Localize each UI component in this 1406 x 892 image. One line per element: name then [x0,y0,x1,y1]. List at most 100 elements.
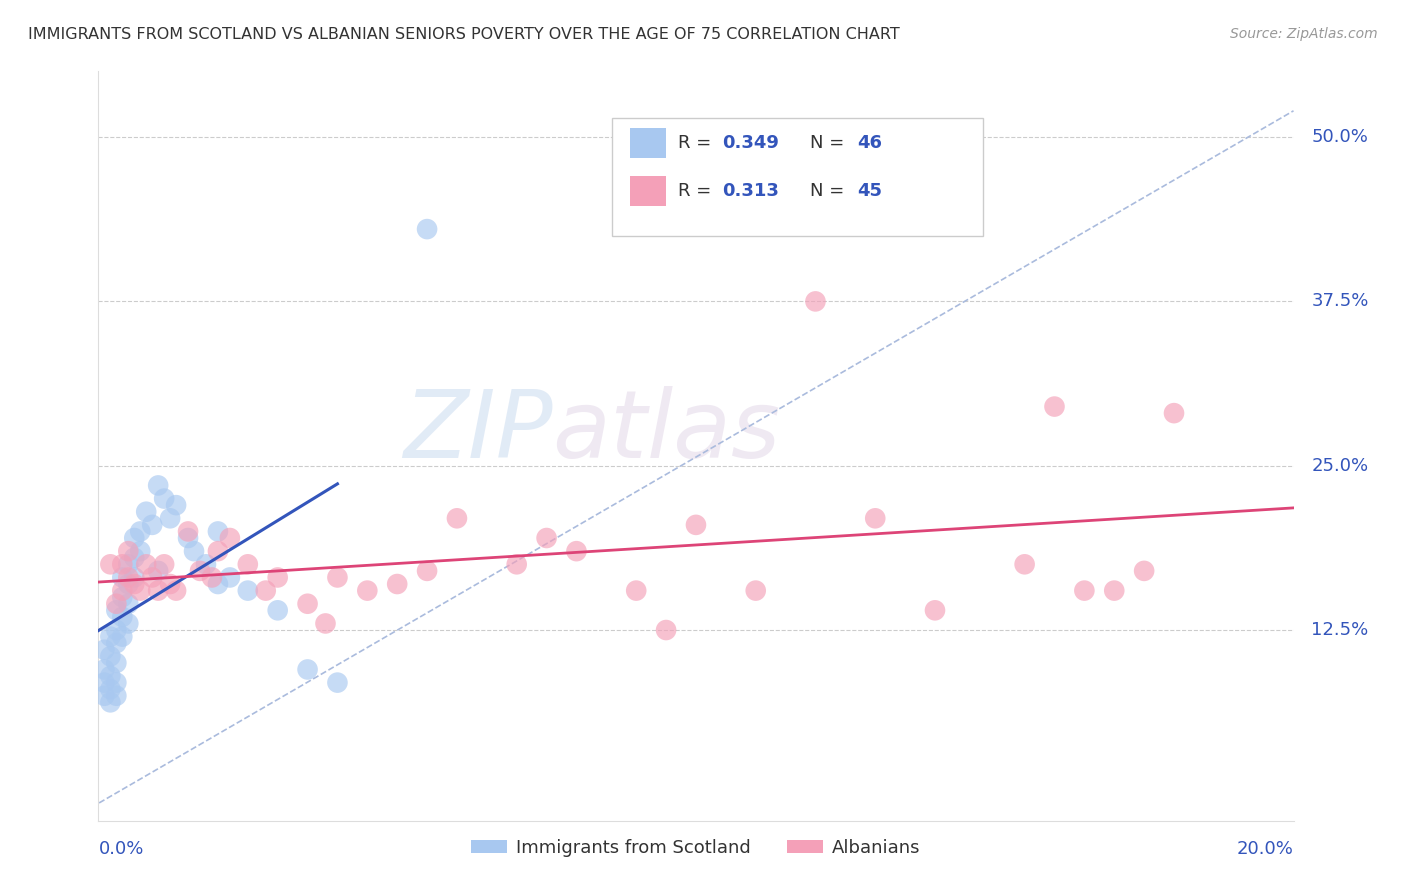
Point [135,505,157,519]
Text: 20.0%: 20.0% [1237,840,1294,858]
Point [98,558,122,572]
Text: R =: R = [678,182,717,200]
Point [219,531,242,545]
Point [105,656,128,670]
Point [111,570,134,584]
Text: 50.0%: 50.0% [1312,128,1368,146]
Point [117,570,139,584]
Point [105,636,128,650]
Point [297,597,319,611]
Point [177,531,200,545]
Text: IMMIGRANTS FROM SCOTLAND VS ALBANIAN SENIORS POVERTY OVER THE AGE OF 75 CORRELAT: IMMIGRANTS FROM SCOTLAND VS ALBANIAN SEN… [28,27,900,42]
Bar [630,177,666,206]
Point [565,544,588,558]
Point [124,531,146,545]
Point [105,603,128,617]
Point [165,498,187,512]
Point [201,570,224,584]
Point [129,583,152,598]
Point [129,524,152,539]
Point [105,597,128,611]
Point [745,583,768,598]
Point [124,550,146,565]
Point [1163,406,1185,420]
Point [356,583,378,598]
Point [124,577,146,591]
Point [111,590,134,604]
Point [117,544,139,558]
Point [207,524,229,539]
Point [236,583,259,598]
Point [385,577,409,591]
Point [105,675,128,690]
Point [207,544,229,558]
Point [685,517,707,532]
Point [124,570,146,584]
Text: 0.313: 0.313 [723,182,779,200]
Point [141,570,163,584]
Point [98,649,122,664]
Point [98,630,122,644]
Text: 25.0%: 25.0% [1312,457,1368,475]
FancyBboxPatch shape [613,118,983,236]
Point [98,669,122,683]
Point [207,577,229,591]
Point [536,531,558,545]
Point [416,564,439,578]
Point [177,524,200,539]
Bar [630,128,666,158]
Point [111,583,134,598]
Point [446,511,468,525]
Point [1043,400,1066,414]
Point [506,558,529,572]
Point [1014,558,1036,572]
Point [148,564,170,578]
Point [183,544,205,558]
Point [148,478,170,492]
Text: 46: 46 [858,134,883,152]
Point [159,577,181,591]
Point [236,558,259,572]
Point [188,564,211,578]
Point [267,603,290,617]
Point [254,583,277,598]
Point [219,570,242,584]
Point [105,689,128,703]
Point [93,642,115,657]
Point [148,583,170,598]
Point [1073,583,1095,598]
Point [804,294,827,309]
Point [98,695,122,709]
Point [297,663,319,677]
Point [93,689,115,703]
Point [655,623,678,637]
Point [1104,583,1126,598]
Point [105,623,128,637]
Text: Source: ZipAtlas.com: Source: ZipAtlas.com [1230,27,1378,41]
Text: ZIP: ZIP [404,385,553,476]
Point [141,517,163,532]
Point [195,558,218,572]
Point [165,583,187,598]
Point [416,222,439,236]
Point [159,511,181,525]
Point [93,675,115,690]
Point [129,544,152,558]
Text: 0.349: 0.349 [723,134,779,152]
Point [111,610,134,624]
Point [117,558,139,572]
Point [924,603,946,617]
Text: 37.5%: 37.5% [1312,293,1369,310]
Text: R =: R = [678,134,717,152]
Text: atlas: atlas [553,385,780,476]
Point [315,616,337,631]
Legend: Immigrants from Scotland, Albanians: Immigrants from Scotland, Albanians [464,831,928,864]
Point [111,558,134,572]
Point [135,558,157,572]
Text: N =: N = [810,134,849,152]
Point [153,491,176,506]
Point [117,616,139,631]
Point [865,511,887,525]
Text: 12.5%: 12.5% [1312,621,1368,639]
Point [626,583,648,598]
